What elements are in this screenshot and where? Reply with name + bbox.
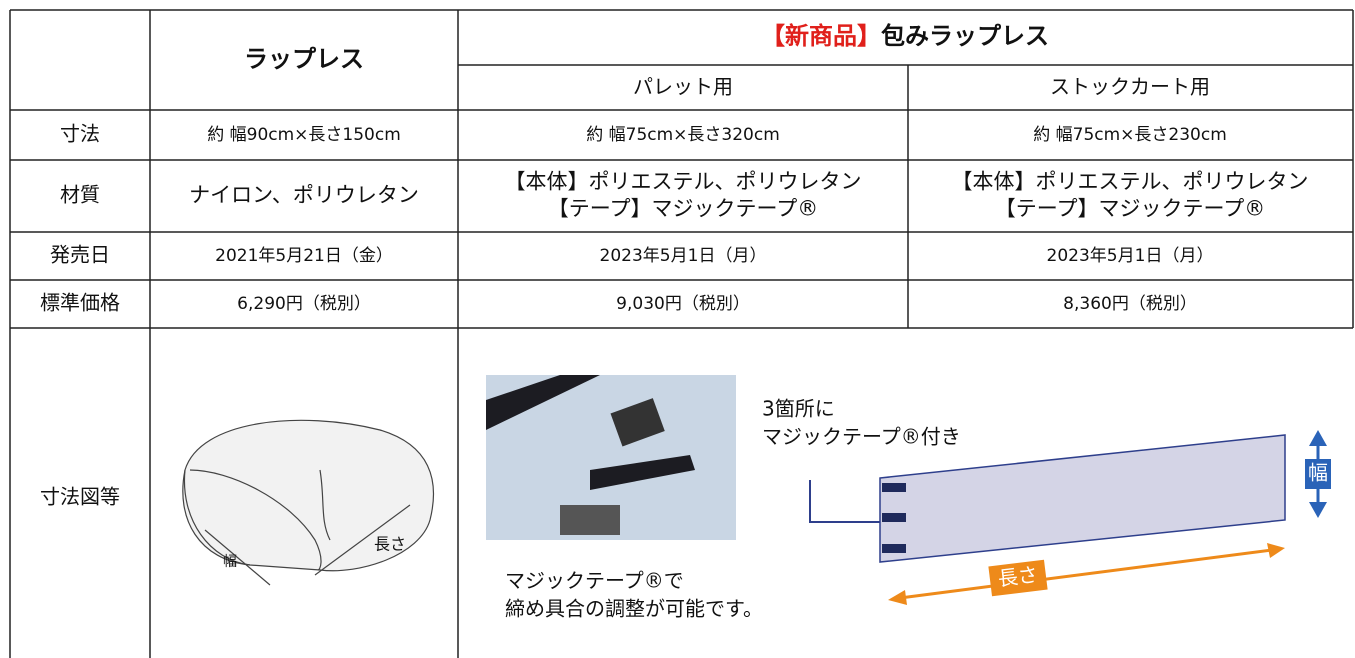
dimension-label: 幅 [1308, 461, 1328, 485]
cell: 約 幅75cm×長さ320cm [586, 125, 780, 145]
row-label: 発売日 [50, 243, 110, 267]
note: マジックテープ®で [505, 569, 684, 593]
cell: 【本体】ポリエステル、ポリウレタン [952, 170, 1309, 194]
new-tag: 【新商品】 [761, 22, 881, 50]
cell: 【本体】ポリエステル、ポリウレタン [505, 170, 862, 194]
rows: 寸法 約 幅90cm×長さ150cm 約 幅75cm×長さ320cm 約 幅75cm×… [40, 122, 1309, 315]
cell: 【テープ】マジックテープ® [995, 197, 1265, 221]
cell: 6,290円（税別） [237, 294, 371, 314]
dimension-label: 長さ [374, 535, 406, 554]
variant: ストックカート用 [1050, 75, 1210, 99]
pillow-sketch [182, 419, 435, 586]
row-label: 材質 [60, 183, 100, 207]
product-photo [486, 375, 736, 540]
row-label: 標準価格 [40, 291, 120, 315]
row-label: 寸法 [60, 122, 100, 146]
row-label: 寸法図等 [40, 485, 120, 509]
product-name: 包みラップレス [881, 22, 1049, 50]
cell: 約 幅90cm×長さ150cm [207, 125, 401, 145]
variant: パレット用 [633, 75, 733, 99]
cell: 【テープ】マジックテープ® [548, 197, 818, 221]
cell: 約 幅75cm×長さ230cm [1033, 125, 1227, 145]
note: 3箇所に [762, 397, 835, 421]
note: マジックテープ®付き [762, 425, 961, 449]
cell: 2023年5月1日（月） [1047, 246, 1214, 266]
cell: 8,360円（税別） [1063, 294, 1197, 314]
cell: 2023年5月1日（月） [600, 246, 767, 266]
cell: ナイロン、ポリウレタン [189, 183, 419, 207]
cell: 2021年5月21日（金） [215, 246, 393, 266]
note: 締め具合の調整が可能です。 [505, 597, 763, 621]
dimension-label: 幅 [223, 554, 237, 570]
cell: 9,030円（税別） [616, 294, 750, 314]
dimension-label: 長さ [997, 562, 1040, 591]
new-product-heading: 【新商品】包みラップレス [761, 22, 1049, 50]
product-name: ラップレス [244, 45, 364, 73]
grid [9, 9, 1354, 658]
wrap-diagram [809, 430, 1331, 605]
